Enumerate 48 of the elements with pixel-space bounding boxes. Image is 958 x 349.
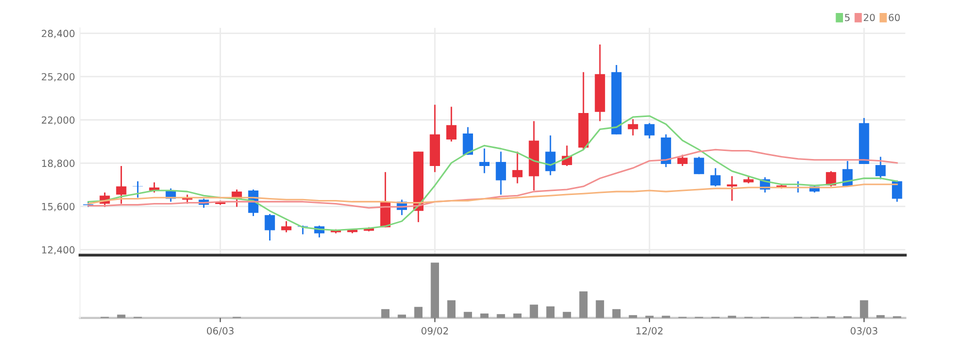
bar: [562, 312, 572, 318]
bar: [430, 262, 440, 318]
candlestick: [710, 167, 721, 188]
y-tick-label: 22,000: [42, 116, 74, 125]
bar: [876, 315, 885, 318]
x-tick-label: 03/03: [850, 327, 878, 336]
bar: [398, 314, 406, 318]
bar: [414, 306, 422, 318]
x-tick-label: 09/02: [422, 327, 448, 336]
bar: [628, 315, 638, 318]
candlestick: [462, 126, 474, 156]
y-tick-label: 25,200: [42, 73, 74, 82]
candlestick: [545, 134, 556, 176]
legend-label: 5: [844, 14, 850, 22]
bar: [513, 314, 522, 318]
legend-label: 20: [864, 14, 875, 22]
candlestick: [264, 213, 275, 242]
candlestick: [628, 118, 638, 136]
candlestick: [132, 180, 143, 198]
bar: [612, 309, 621, 318]
bar: [480, 314, 489, 318]
y-tick-label: 28,400: [42, 30, 74, 38]
bar: [117, 314, 126, 318]
y-tick-label: 12,400: [42, 246, 74, 255]
candlestick: [694, 156, 704, 175]
candlestick: [644, 122, 655, 140]
bar: [464, 312, 472, 318]
bar: [579, 291, 588, 318]
bar: [860, 300, 868, 318]
bar: [596, 300, 604, 318]
candlestick: [281, 220, 292, 233]
candlestick: [479, 148, 490, 174]
x-tick-label: 12/02: [636, 327, 662, 336]
x-tick-label: 06/03: [206, 327, 234, 336]
bar: [381, 309, 390, 318]
candlestick: [496, 150, 506, 196]
bar: [496, 314, 506, 318]
candlestick: [446, 106, 457, 142]
candlestick: [726, 175, 738, 202]
candlestick: [875, 156, 886, 180]
bar: [447, 300, 456, 318]
y-tick-label: 15,600: [42, 202, 74, 212]
candlestick: [116, 165, 126, 204]
y-tick-label: 18,800: [42, 160, 74, 168]
legend-label: 60: [888, 14, 900, 22]
candlestick: [512, 150, 523, 184]
bar: [546, 306, 555, 318]
bar: [530, 304, 538, 318]
